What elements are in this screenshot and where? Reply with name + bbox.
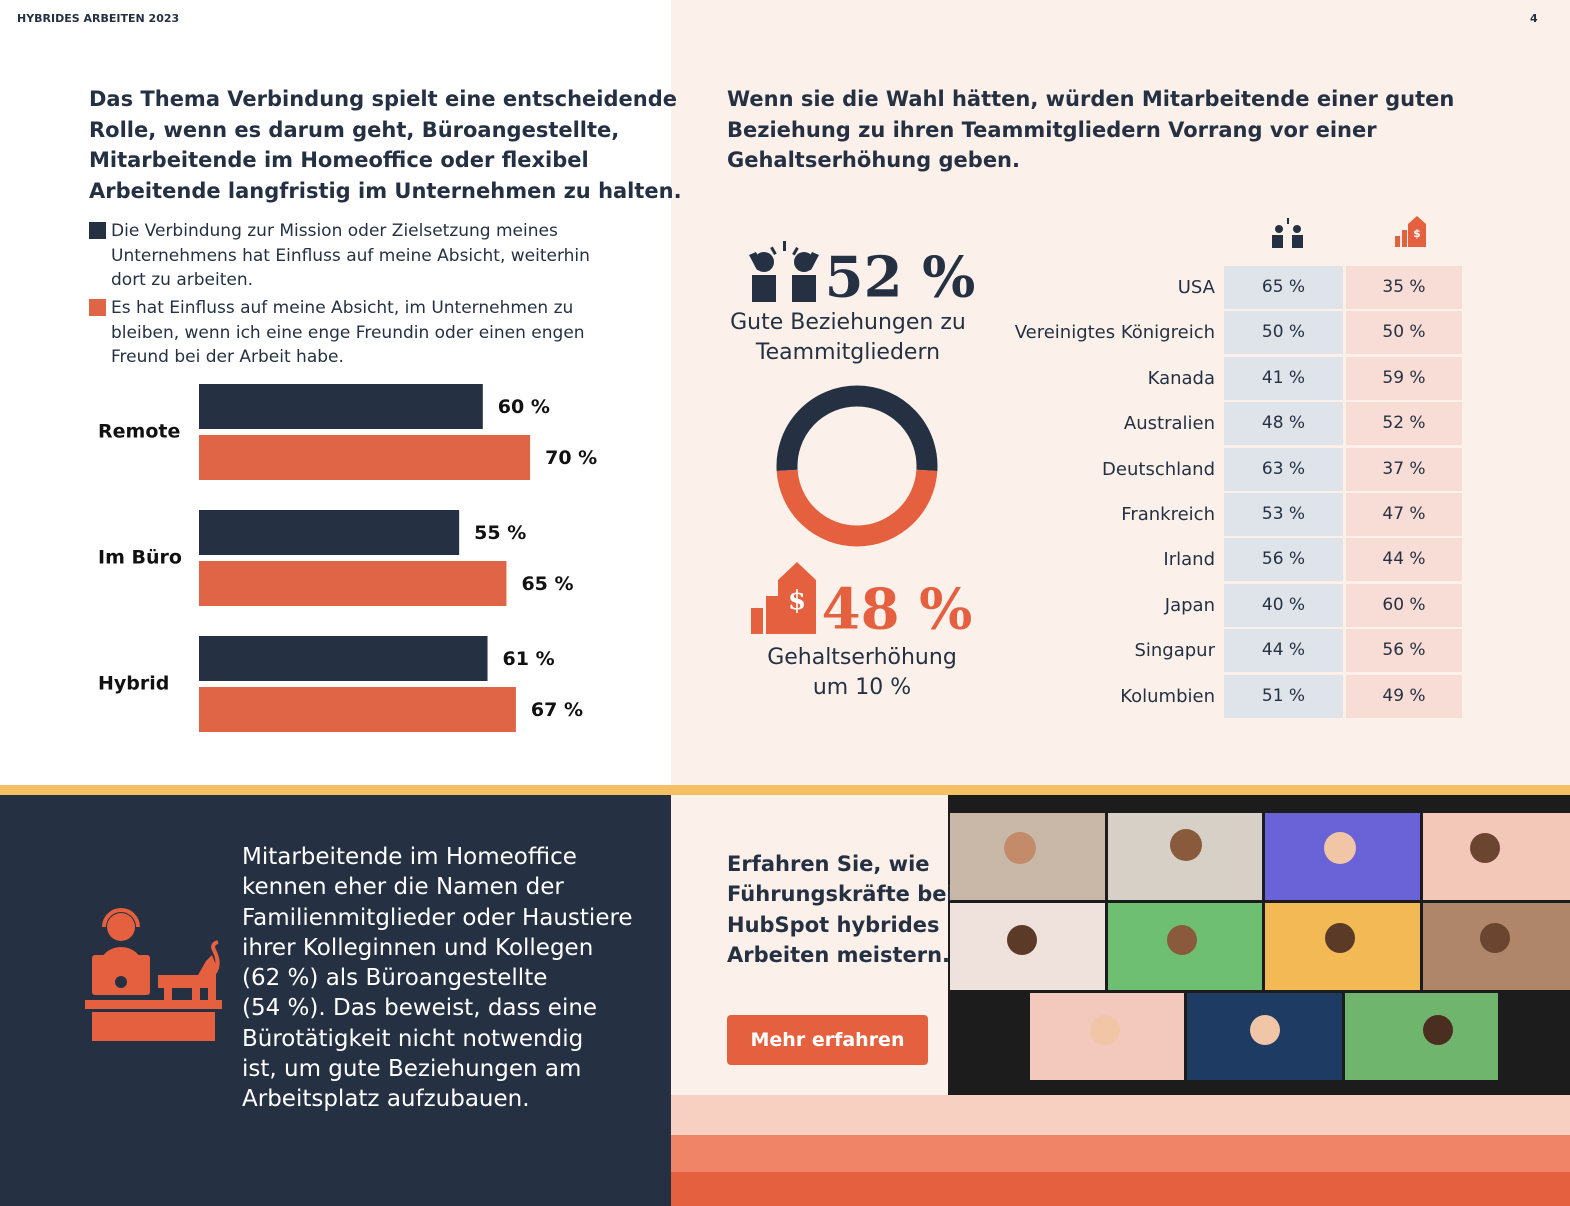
category-label: Hybrid <box>98 673 169 695</box>
text-line: ihrer Kolleginnen und Kollegen <box>242 934 594 961</box>
text-line: Arbeitsplatz aufzubauen. <box>242 1086 530 1113</box>
value-label: 61 % <box>503 648 555 670</box>
bar <box>199 636 488 681</box>
country-name: Deutschland <box>1102 458 1215 480</box>
right-title: Wenn sie die Wahl hätten, würden Mitarbe… <box>727 84 1454 176</box>
bar <box>199 687 516 732</box>
cell-relationship: 63 % <box>1224 447 1343 491</box>
promo-text: Erfahren Sie, wie Führungskräfte bei HubSp… <box>727 849 954 971</box>
bar <box>199 561 507 606</box>
value-label: 70 % <box>545 447 597 469</box>
bar <box>199 435 531 480</box>
text-line: ist, um gute Beziehungen am <box>242 1056 582 1083</box>
page-number: 4 <box>1530 12 1538 25</box>
photo-grid <box>950 813 1570 1080</box>
cell-salary: 60 % <box>1346 583 1462 627</box>
category-label: Remote <box>98 421 180 443</box>
legend-text: Es hat Einfluss auf meine Absicht, im Un… <box>111 298 585 367</box>
cell-salary: 35 % <box>1346 266 1462 309</box>
svg-text:$: $ <box>788 586 806 616</box>
cell-salary: 37 % <box>1346 447 1462 491</box>
legend-swatch <box>89 222 106 239</box>
cell-relationship: 40 % <box>1224 583 1343 627</box>
value-label: 60 % <box>498 396 550 418</box>
text-line: Arbeiten meistern. <box>727 943 951 968</box>
cell-salary: 56 % <box>1346 629 1462 673</box>
country-name: Japan <box>1164 594 1215 616</box>
country-name: Irland <box>1163 549 1215 571</box>
value-label: 55 % <box>474 522 526 544</box>
text-line: kennen eher die Namen der <box>242 874 564 901</box>
header-title: HYBRIDES ARBEITEN 2023 <box>17 12 180 25</box>
cta-button[interactable]: Mehr erfahren <box>727 1015 928 1065</box>
cell-salary: 52 % <box>1346 402 1462 446</box>
donut-segment <box>776 385 938 472</box>
divider <box>0 785 1570 795</box>
text-line: HubSpot hybrides <box>727 912 940 937</box>
cell-salary: 59 % <box>1346 356 1462 400</box>
pie-caption: Gehaltserhöhung um 10 % <box>767 645 957 700</box>
stripe <box>671 1135 1570 1172</box>
cell-relationship: 65 % <box>1224 266 1343 309</box>
pie-caption: Gute Beziehungen zu Teammitgliedern <box>730 310 966 365</box>
country-name: Kanada <box>1147 367 1215 389</box>
text-line: (62 %) als Büroangestellte <box>242 965 548 992</box>
text-line: Familienmitglieder oder Haustiere <box>242 904 633 931</box>
cell-salary: 50 % <box>1346 311 1462 355</box>
country-name: Vereinigtes Königreich <box>1014 322 1215 344</box>
stripe <box>671 1172 1570 1206</box>
cell-relationship: 50 % <box>1224 311 1343 355</box>
bar <box>199 384 483 429</box>
cell-relationship: 44 % <box>1224 629 1343 673</box>
text-line: Gehaltserhöhung geben. <box>727 148 1020 172</box>
big-value: 52 % <box>825 245 976 311</box>
text-line: (54 %). Das beweist, dass eine <box>242 995 598 1022</box>
text-line: Beziehung zu ihren Teammitgliedern Vorra… <box>727 117 1377 142</box>
stripe <box>671 1095 1570 1135</box>
cell-relationship: 41 % <box>1224 356 1343 400</box>
country-name: Singapur <box>1134 640 1215 662</box>
cell-relationship: 48 % <box>1224 402 1343 446</box>
cell-salary: 47 % <box>1346 493 1462 536</box>
icon-remote-worker <box>85 908 222 1041</box>
value-label: 67 % <box>531 699 583 721</box>
text-line: Erfahren Sie, wie <box>727 852 930 876</box>
category-label: Im Büro <box>98 547 182 569</box>
donut-segment <box>776 469 938 547</box>
cell-relationship: 56 % <box>1224 538 1343 582</box>
cell-salary: 44 % <box>1346 538 1462 582</box>
value-label: 65 % <box>521 573 573 595</box>
text-line: Mitarbeitende im Homeoffice oder flexibe… <box>89 148 589 172</box>
text-line: Bürotätigkeit nicht notwendig <box>242 1025 584 1052</box>
text-line: Wenn sie die Wahl hätten, würden Mitarbe… <box>727 87 1455 111</box>
bar <box>199 510 460 555</box>
svg-text:$: $ <box>1413 227 1421 240</box>
text-line: Arbeitende langfristig im Unternehmen zu… <box>89 178 682 203</box>
country-name: Frankreich <box>1121 504 1215 525</box>
cell-relationship: 53 % <box>1224 493 1343 536</box>
country-name: USA <box>1177 277 1215 298</box>
left-title: Das Thema Verbindung spielt eine entsche… <box>89 84 682 206</box>
callout-text: Mitarbeitende im Homeoffice kennen eher d… <box>242 842 633 1115</box>
legend-swatch <box>89 299 106 316</box>
legend-text: Die Verbindung zur Mission oder Zielsetz… <box>111 221 590 290</box>
text-line: Rolle, wenn es darum geht, Büroangestell… <box>89 117 620 142</box>
icon-highfive <box>749 241 819 302</box>
text-line: Das Thema Verbindung spielt eine entsche… <box>89 87 677 111</box>
text-line: Mitarbeitende im Homeoffice <box>242 844 577 870</box>
icon-salary: $ <box>751 562 816 634</box>
icon-highfive-small <box>1272 218 1303 248</box>
big-value: 48 % <box>822 577 973 643</box>
text-line: Führungskräfte bei <box>727 882 954 907</box>
cell-salary: 49 % <box>1346 674 1462 718</box>
icon-salary-small: $ <box>1395 216 1426 247</box>
cell-relationship: 51 % <box>1224 674 1343 718</box>
country-name: Kolumbien <box>1120 685 1215 707</box>
country-name: Australien <box>1123 413 1215 435</box>
